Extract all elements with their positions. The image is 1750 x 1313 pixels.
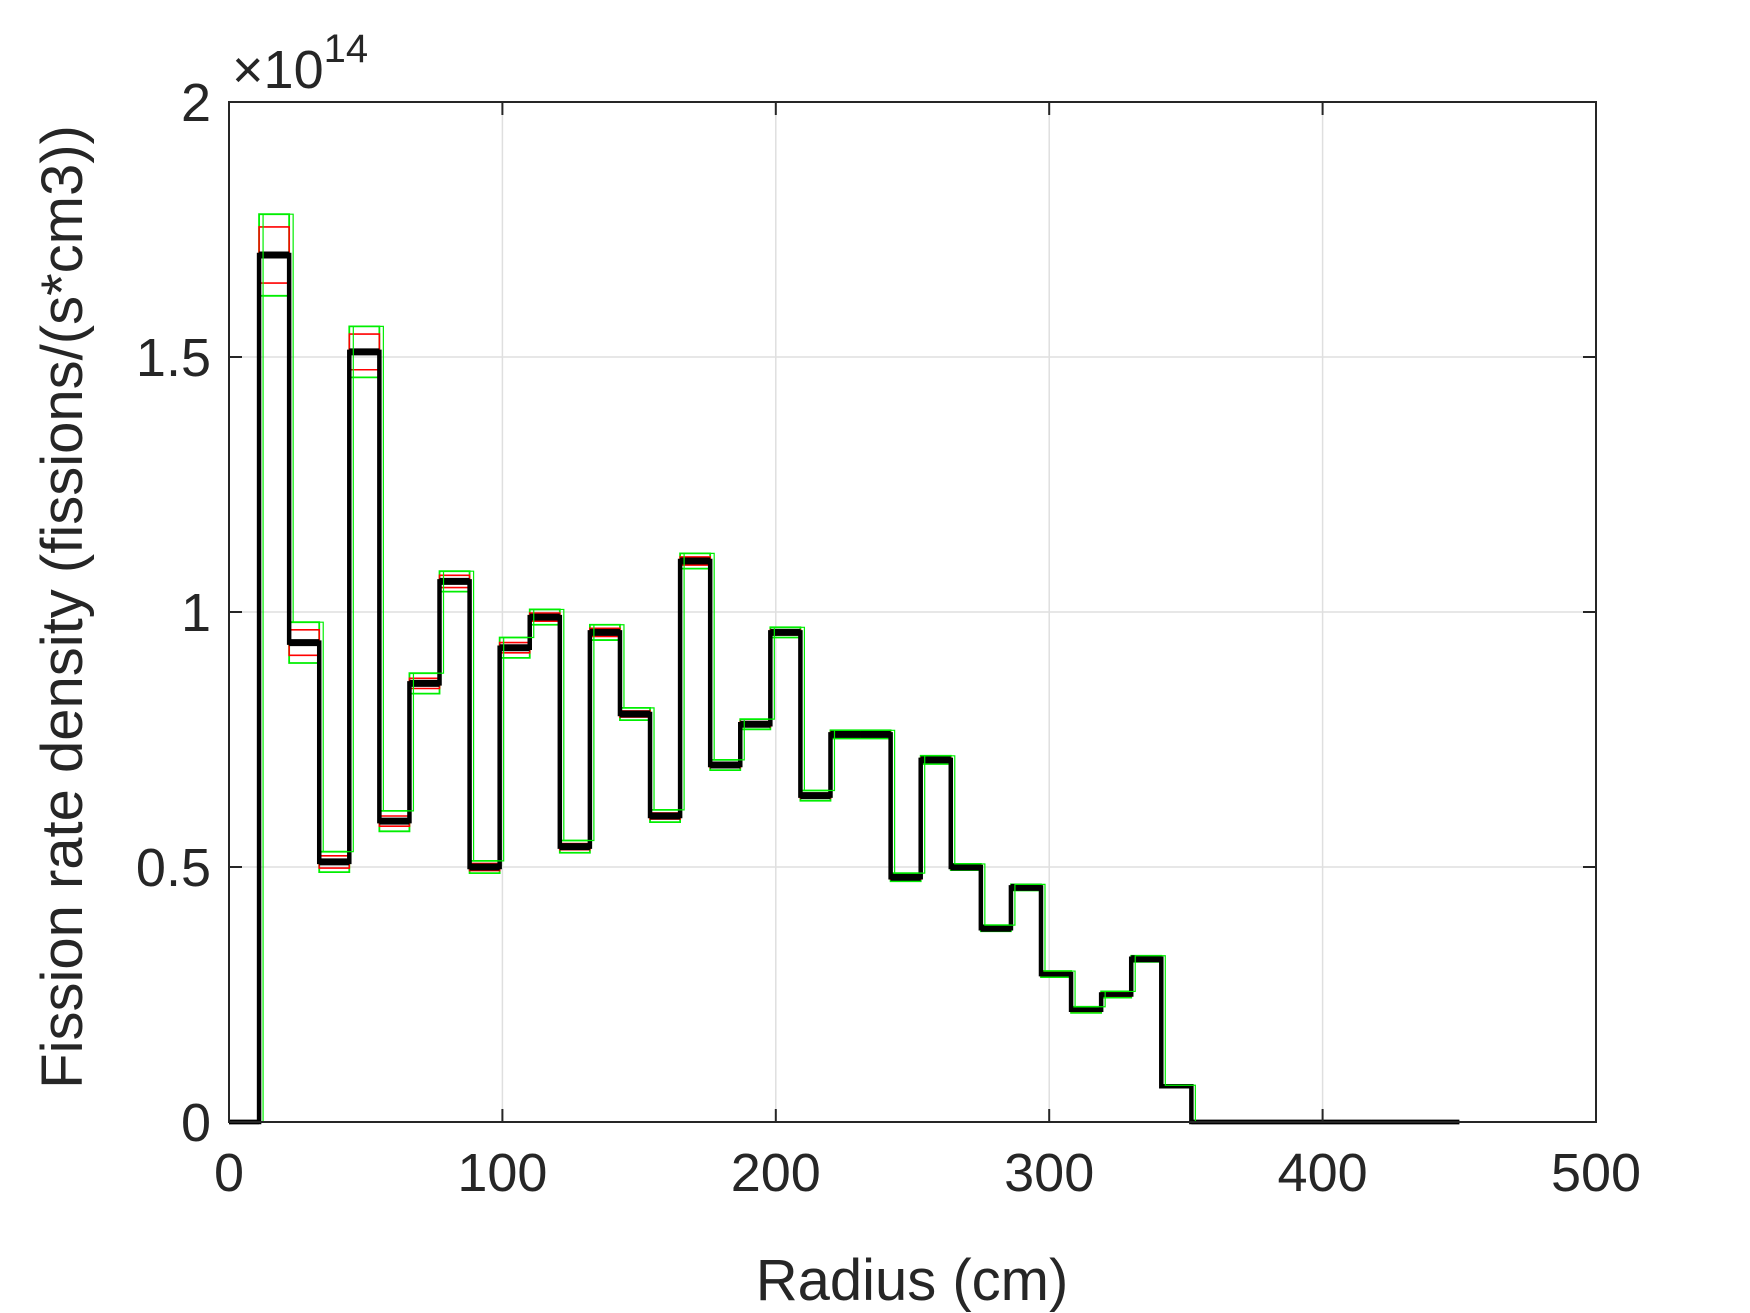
exponent-base: ×10 xyxy=(232,40,324,100)
band-2-rail xyxy=(233,213,1464,1123)
series-group xyxy=(229,213,1464,1125)
x-tick-label: 300 xyxy=(1004,1143,1094,1203)
x-axis-label: Radius (cm) xyxy=(756,1248,1069,1313)
axes-group xyxy=(228,101,1597,1123)
y-tick-label: 1 xyxy=(181,583,211,643)
y-tick-label: 2 xyxy=(181,73,211,133)
exponent-power: 14 xyxy=(324,27,369,71)
exponent-label: ×1014 xyxy=(232,27,368,100)
y-tick-label: 0 xyxy=(181,1093,211,1153)
x-tick-label: 0 xyxy=(214,1143,244,1203)
x-tick-label: 500 xyxy=(1551,1143,1641,1203)
x-tick-label: 100 xyxy=(457,1143,547,1203)
y-tick-label: 1.5 xyxy=(136,328,211,388)
tick-labels: 0 100 200 300 400 500 0 0.5 1 1.5 2 xyxy=(136,73,1641,1203)
x-tick-label: 400 xyxy=(1278,1143,1368,1203)
y-axis-label: Fission rate density (fissions/(s*cm3)) xyxy=(30,125,95,1089)
y-tick-label: 0.5 xyxy=(136,838,211,898)
x-tick-label: 200 xyxy=(731,1143,821,1203)
